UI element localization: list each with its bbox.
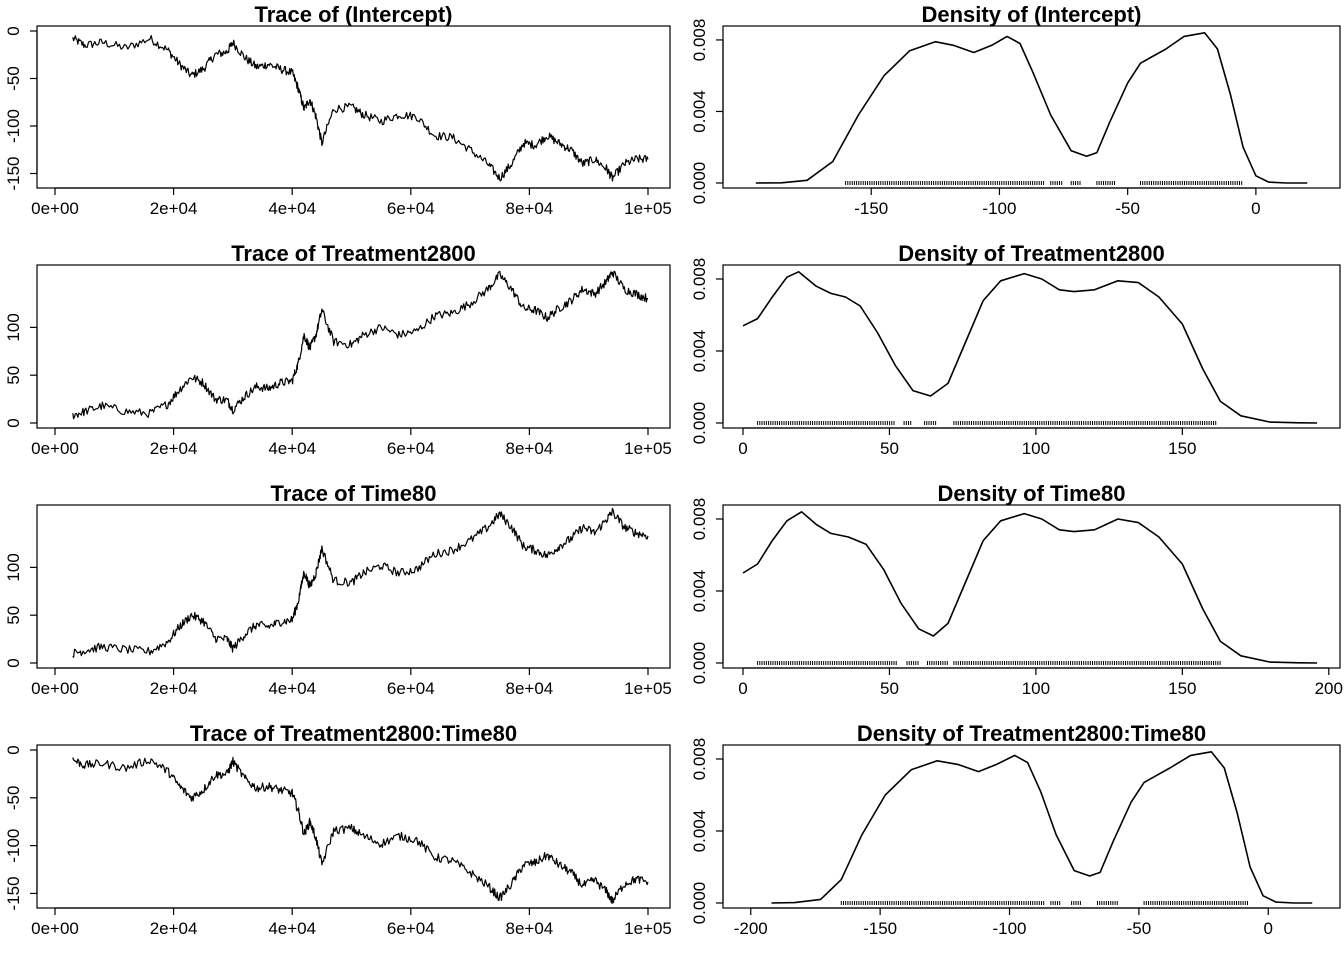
panel-title: Density of Treatment2800 — [898, 241, 1165, 266]
x-tick-label: 8e+04 — [506, 679, 554, 698]
y-tick-label: 0 — [4, 26, 23, 35]
y-tick-label: -150 — [4, 156, 23, 190]
x-tick-label: 0e+00 — [31, 919, 79, 938]
panel-8: Density of Treatment2800:Time80 -200 -150 -… — [690, 721, 1341, 938]
plot-frame — [722, 504, 1341, 669]
trace-line — [72, 756, 649, 905]
x-tick-label: 2e+04 — [150, 679, 198, 698]
x-tick-label: 4e+04 — [268, 919, 316, 938]
x-tick-label: 1e+05 — [624, 919, 672, 938]
x-tick-label: 50 — [880, 679, 899, 698]
panel-title: Density of Time80 — [938, 481, 1126, 506]
y-tick-label: -150 — [4, 876, 23, 910]
x-tick-label: 150 — [1168, 439, 1196, 458]
panel-title: Density of (Intercept) — [921, 2, 1141, 27]
x-tick-label: 0 — [1251, 199, 1260, 218]
x-tick-label: -100 — [992, 919, 1026, 938]
x-tick-label: 150 — [1168, 679, 1196, 698]
panel-title: Density of Treatment2800:Time80 — [857, 721, 1206, 746]
density-curve — [742, 511, 1318, 664]
x-tick-label: 8e+04 — [506, 919, 554, 938]
y-tick-label: 0.008 — [690, 738, 709, 781]
x-tick-label: -150 — [863, 919, 897, 938]
panel-7: Trace of Treatment2800:Time80 0e+00 2e+04 4… — [4, 721, 672, 938]
panel-6: Density of Time80 0 50 100 150 200 0.000 0.004 0… — [690, 481, 1343, 698]
y-tick-label: 0.004 — [690, 810, 709, 853]
trace-line — [72, 34, 649, 182]
y-tick-label: 0 — [4, 418, 23, 427]
y-tick-label: 0.004 — [690, 330, 709, 373]
y-tick-label: 100 — [4, 553, 23, 581]
panel-title: Trace of Time80 — [271, 481, 437, 506]
plot-frame — [722, 264, 1341, 429]
x-tick-label: 0 — [738, 679, 747, 698]
density-curve — [771, 751, 1313, 904]
x-tick-label: -50 — [1115, 199, 1140, 218]
x-tick-label: 8e+04 — [506, 199, 554, 218]
x-tick-label: -50 — [1127, 919, 1152, 938]
x-tick-label: 0e+00 — [31, 439, 79, 458]
y-tick-label: -50 — [4, 786, 23, 811]
x-tick-label: 1e+05 — [624, 439, 672, 458]
x-tick-label: 1e+05 — [624, 679, 672, 698]
y-tick-label: 50 — [4, 366, 23, 385]
panel-5: Trace of Time80 0e+00 2e+04 4e+04 6e+04 8e+04… — [4, 481, 672, 698]
x-tick-label: 6e+04 — [387, 439, 435, 458]
y-tick-label: 0.008 — [690, 19, 709, 62]
trace-line — [72, 270, 649, 420]
x-tick-label: 100 — [1022, 679, 1050, 698]
panel-title: Trace of (Intercept) — [254, 2, 452, 27]
x-tick-label: 8e+04 — [506, 439, 554, 458]
panel-2: Density of (Intercept) -150 -100 -50 0 0.000 0… — [690, 2, 1341, 218]
plot-frame — [36, 504, 671, 669]
y-tick-label: -50 — [4, 66, 23, 91]
y-tick-label: 50 — [4, 606, 23, 625]
density-curve — [755, 31, 1308, 184]
y-tick-label: 0.008 — [690, 258, 709, 301]
x-tick-label: 4e+04 — [268, 439, 316, 458]
y-tick-label: 0 — [4, 745, 23, 754]
x-tick-label: 0e+00 — [31, 679, 79, 698]
y-tick-label: 0.000 — [690, 882, 709, 925]
x-tick-label: 6e+04 — [387, 679, 435, 698]
x-tick-label: 6e+04 — [387, 919, 435, 938]
x-tick-label: 4e+04 — [268, 679, 316, 698]
x-tick-label: -100 — [982, 199, 1016, 218]
y-tick-label: 0.004 — [690, 90, 709, 133]
x-tick-label: -150 — [854, 199, 888, 218]
panel-3: Trace of Treatment2800 0e+00 2e+04 4e+04 6e+… — [4, 241, 672, 458]
y-tick-label: 0.000 — [690, 642, 709, 685]
y-tick-label: -100 — [4, 109, 23, 143]
y-tick-label: 0.008 — [690, 498, 709, 541]
x-tick-label: 200 — [1315, 679, 1343, 698]
panel-title: Trace of Treatment2800:Time80 — [190, 721, 517, 746]
x-tick-label: 0e+00 — [31, 199, 79, 218]
x-tick-label: 2e+04 — [150, 439, 198, 458]
y-tick-label: -100 — [4, 829, 23, 863]
y-tick-label: 100 — [4, 313, 23, 341]
y-tick-label: 0.000 — [690, 402, 709, 445]
trace-line — [72, 507, 649, 658]
x-tick-label: 100 — [1022, 439, 1050, 458]
plot-frame — [36, 264, 671, 429]
x-tick-label: 6e+04 — [387, 199, 435, 218]
plot-frame — [722, 25, 1341, 189]
y-tick-label: 0.000 — [690, 162, 709, 205]
x-tick-label: 0 — [1264, 919, 1273, 938]
x-tick-label: -200 — [734, 919, 768, 938]
panel-title: Trace of Treatment2800 — [231, 241, 476, 266]
x-tick-label: 1e+05 — [624, 199, 672, 218]
x-tick-label: 4e+04 — [268, 199, 316, 218]
x-tick-label: 0 — [738, 439, 747, 458]
density-curve — [742, 271, 1318, 424]
x-tick-label: 2e+04 — [150, 199, 198, 218]
panel-4: Density of Treatment2800 0 50 100 150 0.000 0.… — [690, 241, 1341, 458]
y-tick-label: 0 — [4, 658, 23, 667]
x-tick-label: 50 — [880, 439, 899, 458]
x-tick-label: 2e+04 — [150, 919, 198, 938]
panel-1: Trace of (Intercept) 0e+00 2e+04 4e+04 6e+04… — [4, 2, 672, 218]
y-tick-label: 0.004 — [690, 570, 709, 613]
